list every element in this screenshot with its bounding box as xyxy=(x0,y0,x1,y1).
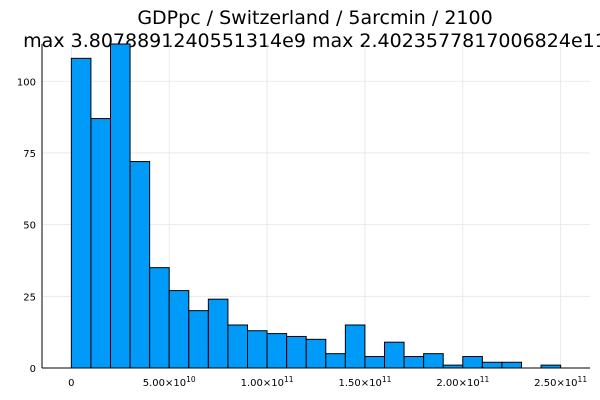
histogram-bar xyxy=(110,43,131,369)
histogram-bar xyxy=(501,361,522,369)
histogram-bar xyxy=(70,57,92,369)
y-tick-label: 50 xyxy=(23,221,36,232)
histogram-bar xyxy=(403,356,425,369)
histogram-bar xyxy=(384,341,405,369)
histogram-bar xyxy=(227,324,249,369)
histogram-bar xyxy=(168,290,190,369)
histogram-bar xyxy=(305,338,327,369)
chart-title: GDPpc / Switzerland / 5arcmin / 2100 xyxy=(137,7,492,29)
bars xyxy=(70,43,562,369)
histogram-bar xyxy=(207,298,229,369)
x-tick-label: 5.00×1010 xyxy=(143,375,196,389)
y-tick-label: 100 xyxy=(17,77,36,88)
y-tick-label: 75 xyxy=(23,149,36,160)
histogram-bar xyxy=(344,324,366,369)
histogram-bar xyxy=(481,361,503,369)
histogram-bar xyxy=(129,161,151,369)
histogram-bar xyxy=(266,333,288,369)
histogram-bar xyxy=(90,118,112,369)
histogram-bar xyxy=(286,335,307,369)
y-tick-label: 0 xyxy=(30,364,36,375)
x-tick-label: 1.00×1011 xyxy=(241,375,294,389)
histogram-bar xyxy=(364,356,385,369)
x-tick-label: 2.50×1011 xyxy=(534,375,587,389)
histogram-bar xyxy=(423,353,444,369)
x-tick-label: 0 xyxy=(68,378,74,389)
x-tick-label: 2.00×1011 xyxy=(436,375,489,389)
y-tick-label: 25 xyxy=(23,292,36,303)
histogram-bar xyxy=(188,310,209,369)
x-tick-label: 1.50×1011 xyxy=(338,375,391,389)
tick-labels: 0 25 50 75 100 0 5.00×1010 1.00×1011 1.50×1011 2.… xyxy=(17,77,587,389)
histogram-bar xyxy=(462,356,483,369)
histogram-bar xyxy=(149,267,170,369)
axes xyxy=(41,44,590,369)
histogram-bar xyxy=(247,330,268,369)
histogram-bar xyxy=(325,353,346,369)
chart-subtitle: max 3.8078891240551314e9 max 2.402357781… xyxy=(23,30,600,52)
